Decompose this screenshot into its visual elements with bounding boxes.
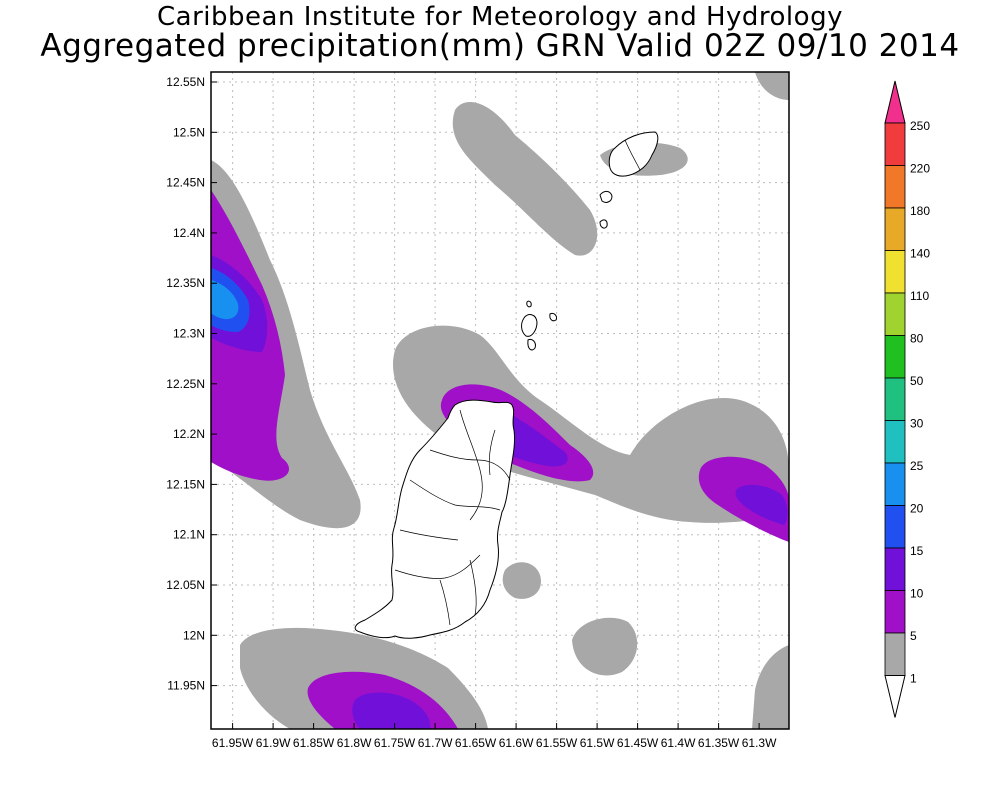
lon-tick-label: 61.8W <box>337 736 372 750</box>
legend-level-label: 15 <box>910 544 924 558</box>
legend-level-label: 25 <box>910 459 924 473</box>
lon-tick-label: 61.45W <box>617 736 659 750</box>
lon-tick-label: 61.4W <box>661 736 696 750</box>
legend-level-label: 30 <box>910 417 924 431</box>
legend-level-label: 80 <box>910 332 924 346</box>
violet-region-south <box>352 692 431 729</box>
lon-tick-label: 61.6W <box>499 736 534 750</box>
parish-boundaries <box>394 139 641 626</box>
legend-top-arrow <box>884 80 906 124</box>
legend-swatch <box>884 165 906 209</box>
lat-tick-label: 12.05N <box>166 578 205 592</box>
lon-tick-label: 61.3W <box>742 736 777 750</box>
parish-line-9 <box>624 139 641 171</box>
lon-tick-label: 61.9W <box>256 736 291 750</box>
lon-tick-label: 61.55W <box>536 736 578 750</box>
gray-region-se-corner <box>752 645 789 729</box>
legend-level-label: 250 <box>910 119 930 133</box>
legend-swatch <box>884 505 906 549</box>
legend-level-label: 1 <box>910 672 917 686</box>
parish-line-4 <box>399 529 459 541</box>
lat-tick-label: 12.25N <box>166 377 205 391</box>
lat-tick-label: 12.55N <box>166 75 205 89</box>
gray-region-se <box>572 617 638 676</box>
islet-c <box>521 314 538 337</box>
legend-swatch <box>884 292 906 336</box>
lat-tick-label: 12.4N <box>173 226 205 240</box>
parish-line-6 <box>439 579 451 626</box>
legend-swatch <box>884 590 906 634</box>
map-frame <box>210 71 790 730</box>
lon-tick-label: 61.35W <box>698 736 740 750</box>
legend-level-label: 180 <box>910 204 930 218</box>
chart-title-line1: Caribbean Institute for Meteorology and … <box>157 2 843 32</box>
lon-tick-label: 61.85W <box>293 736 335 750</box>
legend-swatch <box>884 420 906 464</box>
lat-tick-label: 12.15N <box>166 477 205 491</box>
gray-region-central <box>392 325 789 523</box>
legend-bottom-arrow <box>884 675 906 718</box>
islet-f <box>526 300 532 308</box>
legend-level-label: 220 <box>910 162 930 176</box>
precip-20mm-core <box>211 280 239 320</box>
lon-tick-label: 61.65W <box>455 736 497 750</box>
violet-region-east <box>735 484 788 525</box>
parish-line-3 <box>409 479 501 511</box>
gray-region-north-band <box>452 102 598 256</box>
chart-title-line2: Aggregated precipitation(mm) GRN Valid 0… <box>40 28 960 64</box>
islet-d <box>527 339 536 351</box>
lat-tick-label: 12.2N <box>173 427 205 441</box>
lat-tick-label: 12.3N <box>173 327 205 341</box>
legend-swatch <box>884 207 906 251</box>
legend-level-label: 20 <box>910 502 924 516</box>
legend-swatch <box>884 632 906 676</box>
legend-swatch <box>884 377 906 421</box>
parish-line-7 <box>469 559 477 616</box>
lat-tick-label: 12.35N <box>166 276 205 290</box>
legend-level-label: 50 <box>910 374 924 388</box>
islet-b <box>599 219 608 229</box>
legend-level-label: 110 <box>910 289 929 303</box>
islet-e <box>549 313 557 322</box>
lat-tick-label: 12N <box>183 628 205 642</box>
precipitation-fields <box>211 72 789 729</box>
lon-tick-label: 61.5W <box>580 736 615 750</box>
map-panel <box>210 71 790 730</box>
legend-level-label: 10 <box>910 587 924 601</box>
lat-tick-label: 12.5N <box>173 125 205 139</box>
parish-line-2 <box>429 449 511 481</box>
legend-swatch <box>884 122 906 166</box>
legend-swatch <box>884 250 906 294</box>
lon-tick-label: 61.95W <box>212 736 254 750</box>
parish-line-8 <box>488 429 496 476</box>
legend-swatch <box>884 462 906 506</box>
legend-swatch <box>884 547 906 591</box>
gray-region-east-small <box>502 562 541 599</box>
legend-colorbar: 250 220 180 140 110 80 50 30 25 20 15 10 5 1 <box>884 80 930 718</box>
legend-level-label: 5 <box>910 629 917 643</box>
lon-tick-label: 61.75W <box>374 736 416 750</box>
lat-tick-label: 12.45N <box>166 176 205 190</box>
islet-a <box>599 190 613 203</box>
latitude-labels: 12.55N 12.5N 12.45N 12.4N 12.35N 12.3N 12.25N 1… <box>166 75 217 693</box>
longitude-labels: 61.95W 61.9W 61.85W 61.8W 61.75W 61.7W 61.65W 6… <box>212 723 777 750</box>
lon-tick-label: 61.7W <box>418 736 453 750</box>
gray-region-ne-corner <box>755 72 789 100</box>
legend-swatch <box>884 335 906 379</box>
carriacou-island <box>608 131 659 177</box>
lat-tick-label: 12.1N <box>173 528 205 542</box>
lat-tick-label: 11.95N <box>167 679 205 693</box>
legend-level-label: 140 <box>910 247 930 261</box>
